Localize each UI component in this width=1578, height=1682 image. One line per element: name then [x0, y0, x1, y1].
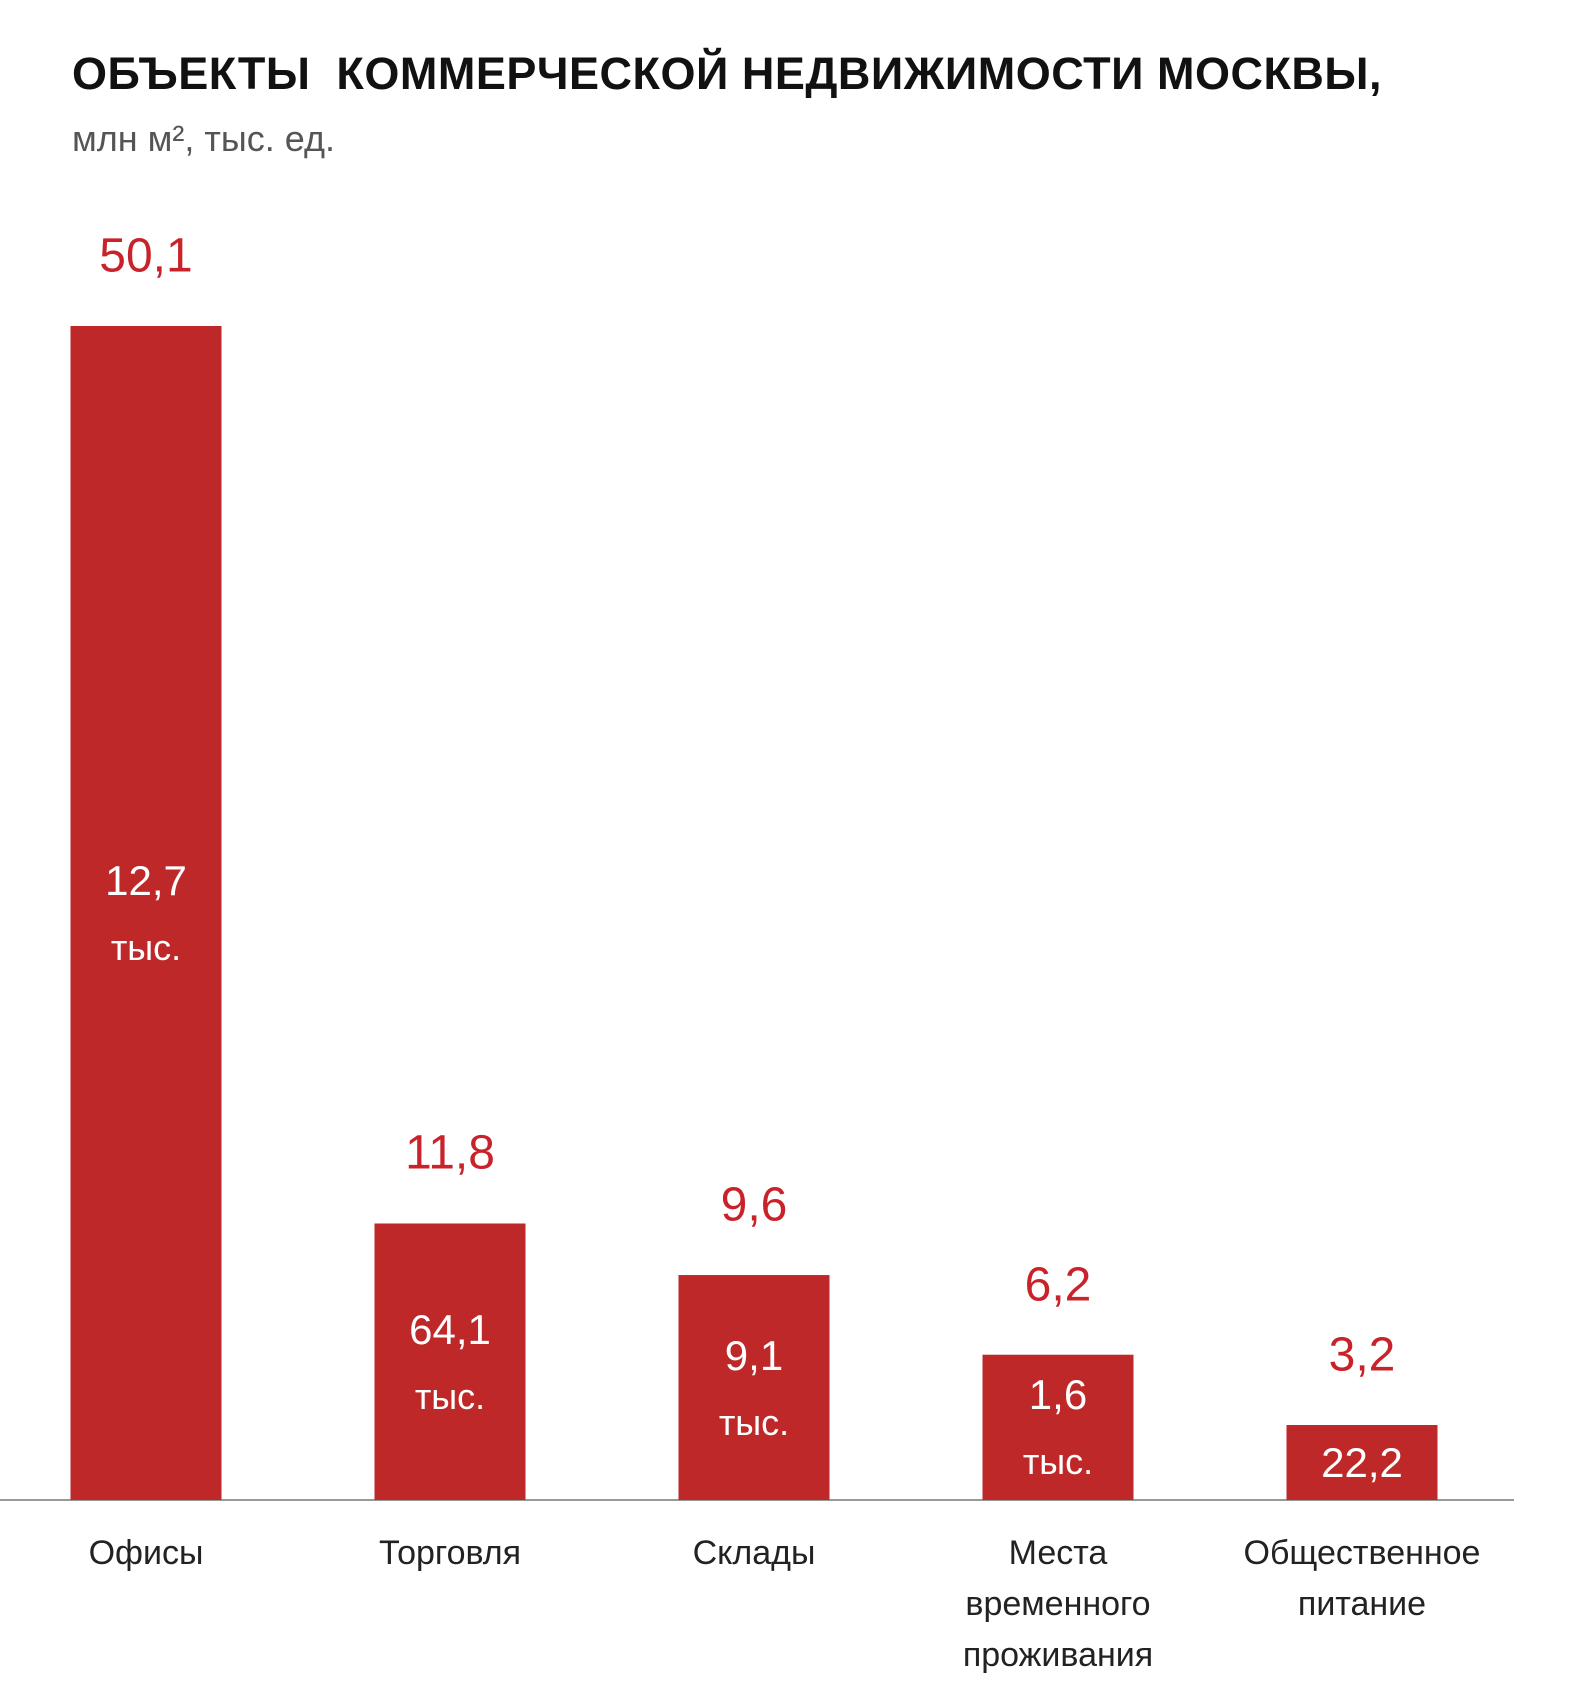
- value-label: 9,6: [720, 1178, 788, 1232]
- inner-unit: тыс.: [110, 927, 182, 968]
- inner-label: 9,1: [724, 1331, 784, 1379]
- bar: [982, 1354, 1134, 1500]
- x-tick-label: Места временного проживания: [962, 1534, 1154, 1674]
- inner-label: 1,6: [1028, 1371, 1088, 1419]
- bar: [1286, 1425, 1438, 1500]
- inner-label: 64,1: [409, 1305, 491, 1353]
- chart-title: ОБЪЕКТЫ КОММЕРЧЕСКОЙ НЕДВИЖИМОСТИ МОСКВЫ…: [72, 48, 1382, 99]
- inner-label: 12,7: [105, 857, 187, 904]
- inner-unit: тыс.: [718, 1401, 790, 1443]
- value-label: 6,2: [1024, 1258, 1092, 1312]
- chart-subtitle: млн м², тыс. ед.: [72, 118, 335, 159]
- bar: [374, 1223, 526, 1500]
- x-tick-label: Офисы: [88, 1534, 204, 1572]
- inner-label: 22,2: [1321, 1438, 1403, 1486]
- bar: [678, 1275, 830, 1500]
- value-label: 50,1: [99, 229, 193, 283]
- inner-unit: тыс.: [414, 1375, 486, 1417]
- bar: [70, 326, 222, 1500]
- x-tick-label: Общественное питание: [1243, 1534, 1481, 1623]
- x-tick-label: Склады: [692, 1534, 816, 1572]
- x-tick-label: Торговля: [378, 1534, 522, 1572]
- inner-unit: тыс.: [1022, 1441, 1094, 1483]
- value-label: 3,2: [1328, 1328, 1396, 1382]
- value-label: 11,8: [405, 1126, 495, 1180]
